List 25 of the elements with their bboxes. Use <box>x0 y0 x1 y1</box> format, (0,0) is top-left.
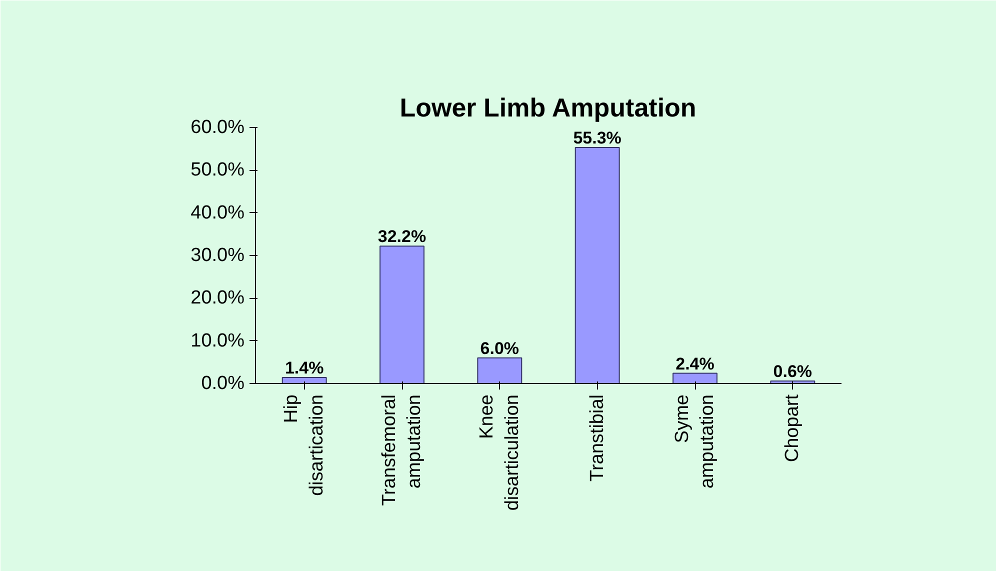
data-label: 55.3% <box>573 128 622 148</box>
bar <box>380 246 424 384</box>
x-tick-label: Chopart <box>782 394 804 462</box>
data-label: 0.6% <box>773 362 812 381</box>
y-tick-label: 40.0% <box>190 202 245 224</box>
bar <box>672 372 718 384</box>
x-tick-label: Syme amputation <box>672 394 718 489</box>
x-tick-label: Transtibial <box>586 394 608 482</box>
data-label: 1.4% <box>284 358 324 378</box>
y-tick-label: 60.0% <box>190 117 245 138</box>
y-tick-label: 0.0% <box>201 373 245 394</box>
y-tick-label: 50.0% <box>190 160 245 181</box>
data-label: 2.4% <box>676 354 714 374</box>
x-tick-label: Hip disartication <box>281 394 328 496</box>
y-tick-label: 20.0% <box>190 288 245 309</box>
y-tick-label: 30.0% <box>190 245 245 266</box>
data-label: 6.0% <box>480 338 520 358</box>
bar <box>282 377 327 384</box>
data-label: 32.2% <box>378 227 426 246</box>
x-tick-label: Transfemoral amputation <box>378 394 426 506</box>
bar <box>477 357 522 384</box>
y-tick-label: 10.0% <box>190 330 245 352</box>
x-tick-label: Knee disarticulation <box>476 394 523 511</box>
bar <box>574 147 620 384</box>
chart-title: Lower Limb Amputation <box>400 92 696 122</box>
